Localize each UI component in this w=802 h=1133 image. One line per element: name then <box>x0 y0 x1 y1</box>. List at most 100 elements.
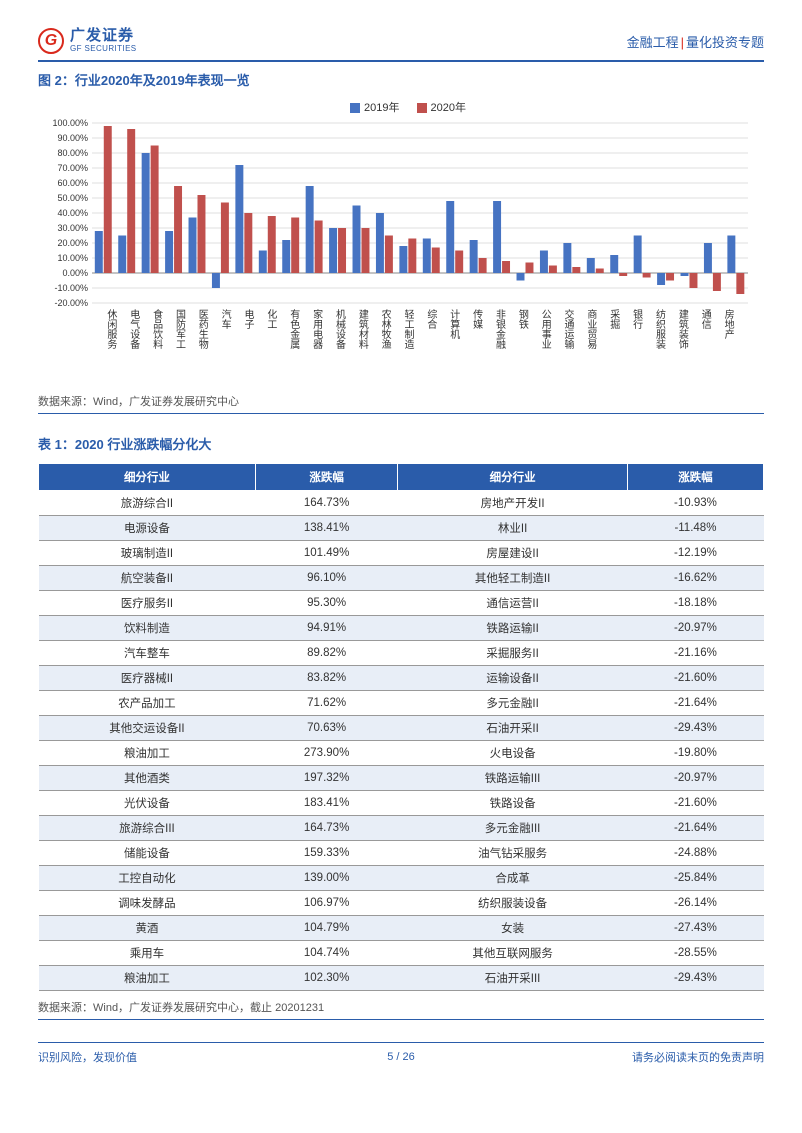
table-cell: -27.43% <box>627 916 763 941</box>
logo-text-cn: 广发证券 <box>70 28 137 45</box>
x-axis-label: 化工 <box>252 309 275 381</box>
x-axis-label: 电气设备 <box>115 309 138 381</box>
table-cell: 104.79% <box>255 916 397 941</box>
table-cell: 黄酒 <box>39 916 256 941</box>
table-cell: 医疗服务II <box>39 591 256 616</box>
table-cell: 房地产开发II <box>398 491 628 516</box>
table-cell: 石油开采II <box>398 716 628 741</box>
table-cell: 273.90% <box>255 741 397 766</box>
x-axis-label: 传媒 <box>458 309 481 381</box>
table-cell: 乘用车 <box>39 941 256 966</box>
svg-text:50.00%: 50.00% <box>57 193 88 203</box>
table-cell: -12.19% <box>627 541 763 566</box>
table-header-cell: 细分行业 <box>398 464 628 491</box>
x-axis-label: 医药生物 <box>183 309 206 381</box>
table-row: 饮料制造94.91%铁路运输II-20.97% <box>39 616 764 641</box>
logo: G 广发证券 GF SECURITIES <box>38 28 137 54</box>
table-cell: 多元金融II <box>398 691 628 716</box>
table-cell: 饮料制造 <box>39 616 256 641</box>
x-axis-label: 休闲服务 <box>92 309 115 381</box>
table-cell: 其他轻工制造II <box>398 566 628 591</box>
table-cell: -16.62% <box>627 566 763 591</box>
svg-text:100.00%: 100.00% <box>52 119 88 128</box>
table-cell: 89.82% <box>255 641 397 666</box>
x-axis-label: 房地产 <box>709 309 732 381</box>
legend-label-2019: 2019年 <box>364 102 399 114</box>
chart-canvas: -20.00%-10.00%0.00%10.00%20.00%30.00%40.… <box>38 119 758 309</box>
x-axis-label: 综合 <box>412 309 435 381</box>
svg-text:70.00%: 70.00% <box>57 163 88 173</box>
table-cell: 粮油加工 <box>39 966 256 991</box>
svg-text:-10.00%: -10.00% <box>54 283 88 293</box>
table-row: 黄酒104.79%女装-27.43% <box>39 916 764 941</box>
table-cell: 通信运营II <box>398 591 628 616</box>
legend-label-2020: 2020年 <box>431 102 466 114</box>
table-row: 医疗服务II95.30%通信运营II-18.18% <box>39 591 764 616</box>
table-cell: 铁路设备 <box>398 791 628 816</box>
table-cell: -18.18% <box>627 591 763 616</box>
svg-text:20.00%: 20.00% <box>57 238 88 248</box>
legend-swatch-2020 <box>417 103 427 113</box>
table-cell: -28.55% <box>627 941 763 966</box>
table-cell: 旅游综合III <box>39 816 256 841</box>
table-row: 粮油加工102.30%石油开采III-29.43% <box>39 966 764 991</box>
x-axis-label: 农林牧渔 <box>366 309 389 381</box>
table-cell: 70.63% <box>255 716 397 741</box>
x-axis-label: 通信 <box>686 309 709 381</box>
table-cell: 女装 <box>398 916 628 941</box>
x-axis-label: 银行 <box>618 309 641 381</box>
table-cell: 油气钻采服务 <box>398 841 628 866</box>
table-cell: 采掘服务II <box>398 641 628 666</box>
table-cell: 159.33% <box>255 841 397 866</box>
svg-text:30.00%: 30.00% <box>57 223 88 233</box>
table-cell: 汽车整车 <box>39 641 256 666</box>
table-row: 旅游综合III164.73%多元金融III-21.64% <box>39 816 764 841</box>
svg-text:80.00%: 80.00% <box>57 148 88 158</box>
table-row: 调味发酵品106.97%纺织服装设备-26.14% <box>39 891 764 916</box>
table-cell: 火电设备 <box>398 741 628 766</box>
table-cell: -21.60% <box>627 791 763 816</box>
page-sep: / <box>393 1051 402 1063</box>
table-cell: 粮油加工 <box>39 741 256 766</box>
chart-legend: 2019年 2020年 <box>38 99 764 115</box>
page-number: 5 / 26 <box>387 1051 415 1063</box>
table-cell: 调味发酵品 <box>39 891 256 916</box>
x-axis-label: 建筑材料 <box>343 309 366 381</box>
table-cell: -21.64% <box>627 691 763 716</box>
table-cell: 房屋建设II <box>398 541 628 566</box>
table-row: 航空装备II96.10%其他轻工制造II-16.62% <box>39 566 764 591</box>
table-cell: -21.64% <box>627 816 763 841</box>
table-row: 储能设备159.33%油气钻采服务-24.88% <box>39 841 764 866</box>
table-cell: 101.49% <box>255 541 397 566</box>
table-cell: 航空装备II <box>39 566 256 591</box>
table-cell: -19.80% <box>627 741 763 766</box>
x-axis-label: 有色金属 <box>275 309 298 381</box>
table-cell: 旅游综合II <box>39 491 256 516</box>
table-cell: 197.32% <box>255 766 397 791</box>
table-cell: 其他酒类 <box>39 766 256 791</box>
legend-swatch-2019 <box>350 103 360 113</box>
x-axis-label: 食品饮料 <box>138 309 161 381</box>
x-axis-label: 商业贸易 <box>572 309 595 381</box>
table-cell: 电源设备 <box>39 516 256 541</box>
table-body: 旅游综合II164.73%房地产开发II-10.93%电源设备138.41%林业… <box>39 491 764 991</box>
table-cell: -20.97% <box>627 616 763 641</box>
table-cell: 铁路运输II <box>398 616 628 641</box>
svg-text:90.00%: 90.00% <box>57 133 88 143</box>
table-row: 粮油加工273.90%火电设备-19.80% <box>39 741 764 766</box>
header-category: 金融工程|量化投资专题 <box>627 32 764 51</box>
table-cell: -24.88% <box>627 841 763 866</box>
table-row: 汽车整车89.82%采掘服务II-21.16% <box>39 641 764 666</box>
header-cat-b: 量化投资专题 <box>686 35 764 50</box>
table-cell: 多元金融III <box>398 816 628 841</box>
table-cell: -10.93% <box>627 491 763 516</box>
x-axis-label: 电子 <box>229 309 252 381</box>
table-cell: 玻璃制造II <box>39 541 256 566</box>
x-axis-label: 轻工制造 <box>389 309 412 381</box>
table-cell: 106.97% <box>255 891 397 916</box>
table-cell: -20.97% <box>627 766 763 791</box>
industry-table: 细分行业涨跌幅细分行业涨跌幅 旅游综合II164.73%房地产开发II-10.9… <box>38 463 764 991</box>
page-total: 26 <box>403 1051 415 1063</box>
table-row: 其他酒类197.32%铁路运输III-20.97% <box>39 766 764 791</box>
x-axis-label: 纺织服装 <box>641 309 664 381</box>
